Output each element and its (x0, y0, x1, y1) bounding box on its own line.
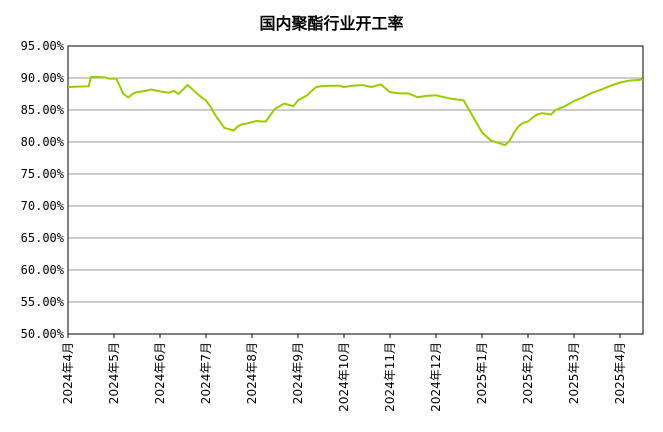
y-tick-label: 50.00% (21, 327, 65, 341)
x-tick-label: 2024年5月 (107, 342, 121, 404)
x-axis-ticks: 2024年4月 2024年5月 2024年6月 2024年7月 2024年8月 2024年… (61, 334, 627, 412)
x-tick-label: 2024年12月 (429, 342, 443, 412)
x-tick-label: 2024年7月 (199, 342, 213, 404)
y-axis-ticks: 95.00% 90.00% 85.00% 80.00% 75.00% 70.00% 65.0… (21, 39, 65, 341)
y-tick-label: 65.00% (21, 231, 65, 245)
y-tick-label: 95.00% (21, 39, 65, 53)
y-tick-label: 60.00% (21, 263, 65, 277)
y-tick-label: 55.00% (21, 295, 65, 309)
x-tick-label: 2024年4月 (61, 342, 75, 404)
chart-title: 国内聚酯行业开工率 (259, 14, 404, 33)
y-tick-label: 85.00% (21, 103, 65, 117)
x-tick-label: 2024年10月 (337, 342, 351, 412)
y-tick-label: 70.00% (21, 199, 65, 213)
y-tick-label: 75.00% (21, 167, 65, 181)
x-tick-label: 2025年2月 (521, 342, 535, 404)
x-tick-label: 2024年9月 (291, 342, 305, 404)
x-tick-label: 2025年3月 (567, 342, 581, 404)
x-tick-label: 2024年6月 (153, 342, 167, 404)
x-tick-label: 2025年1月 (475, 342, 489, 404)
series-line (67, 75, 644, 147)
plot-area-border (67, 45, 644, 335)
x-tick-label: 2025年4月 (613, 342, 627, 404)
x-tick-label: 2024年11月 (383, 342, 397, 412)
y-tick-label: 90.00% (21, 71, 65, 85)
x-tick-label: 2024年8月 (245, 342, 259, 404)
y-tick-label: 80.00% (21, 135, 65, 149)
